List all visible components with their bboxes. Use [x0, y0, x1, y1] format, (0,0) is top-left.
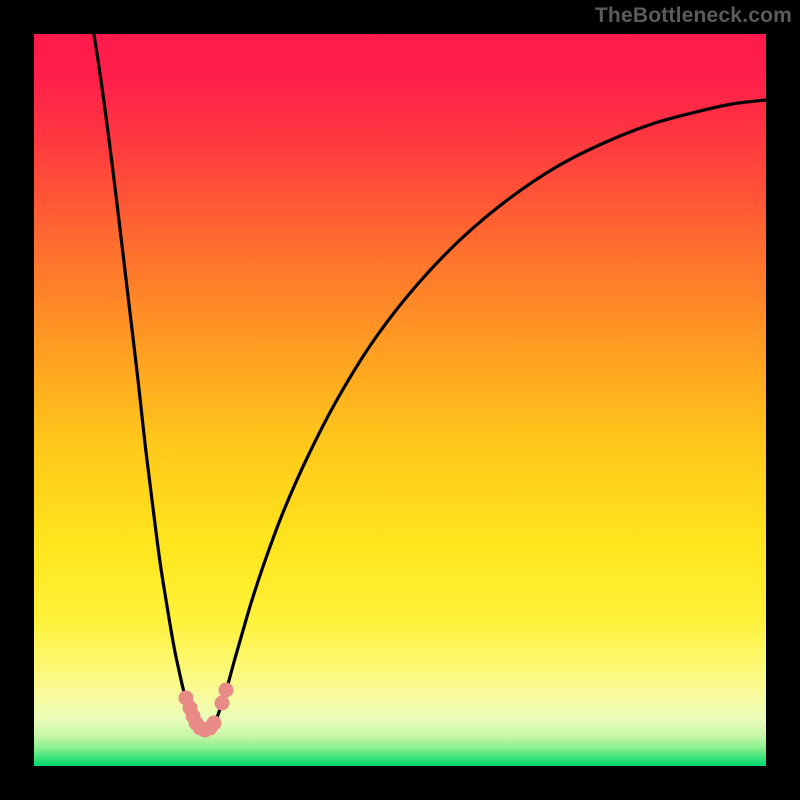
marker-left [207, 716, 222, 731]
chart-svg [0, 0, 800, 800]
marker-right [219, 683, 234, 698]
plot-background [34, 34, 766, 766]
marker-right [215, 696, 230, 711]
attribution-text: TheBottleneck.com [595, 4, 792, 28]
chart-stage: TheBottleneck.com [0, 0, 800, 800]
